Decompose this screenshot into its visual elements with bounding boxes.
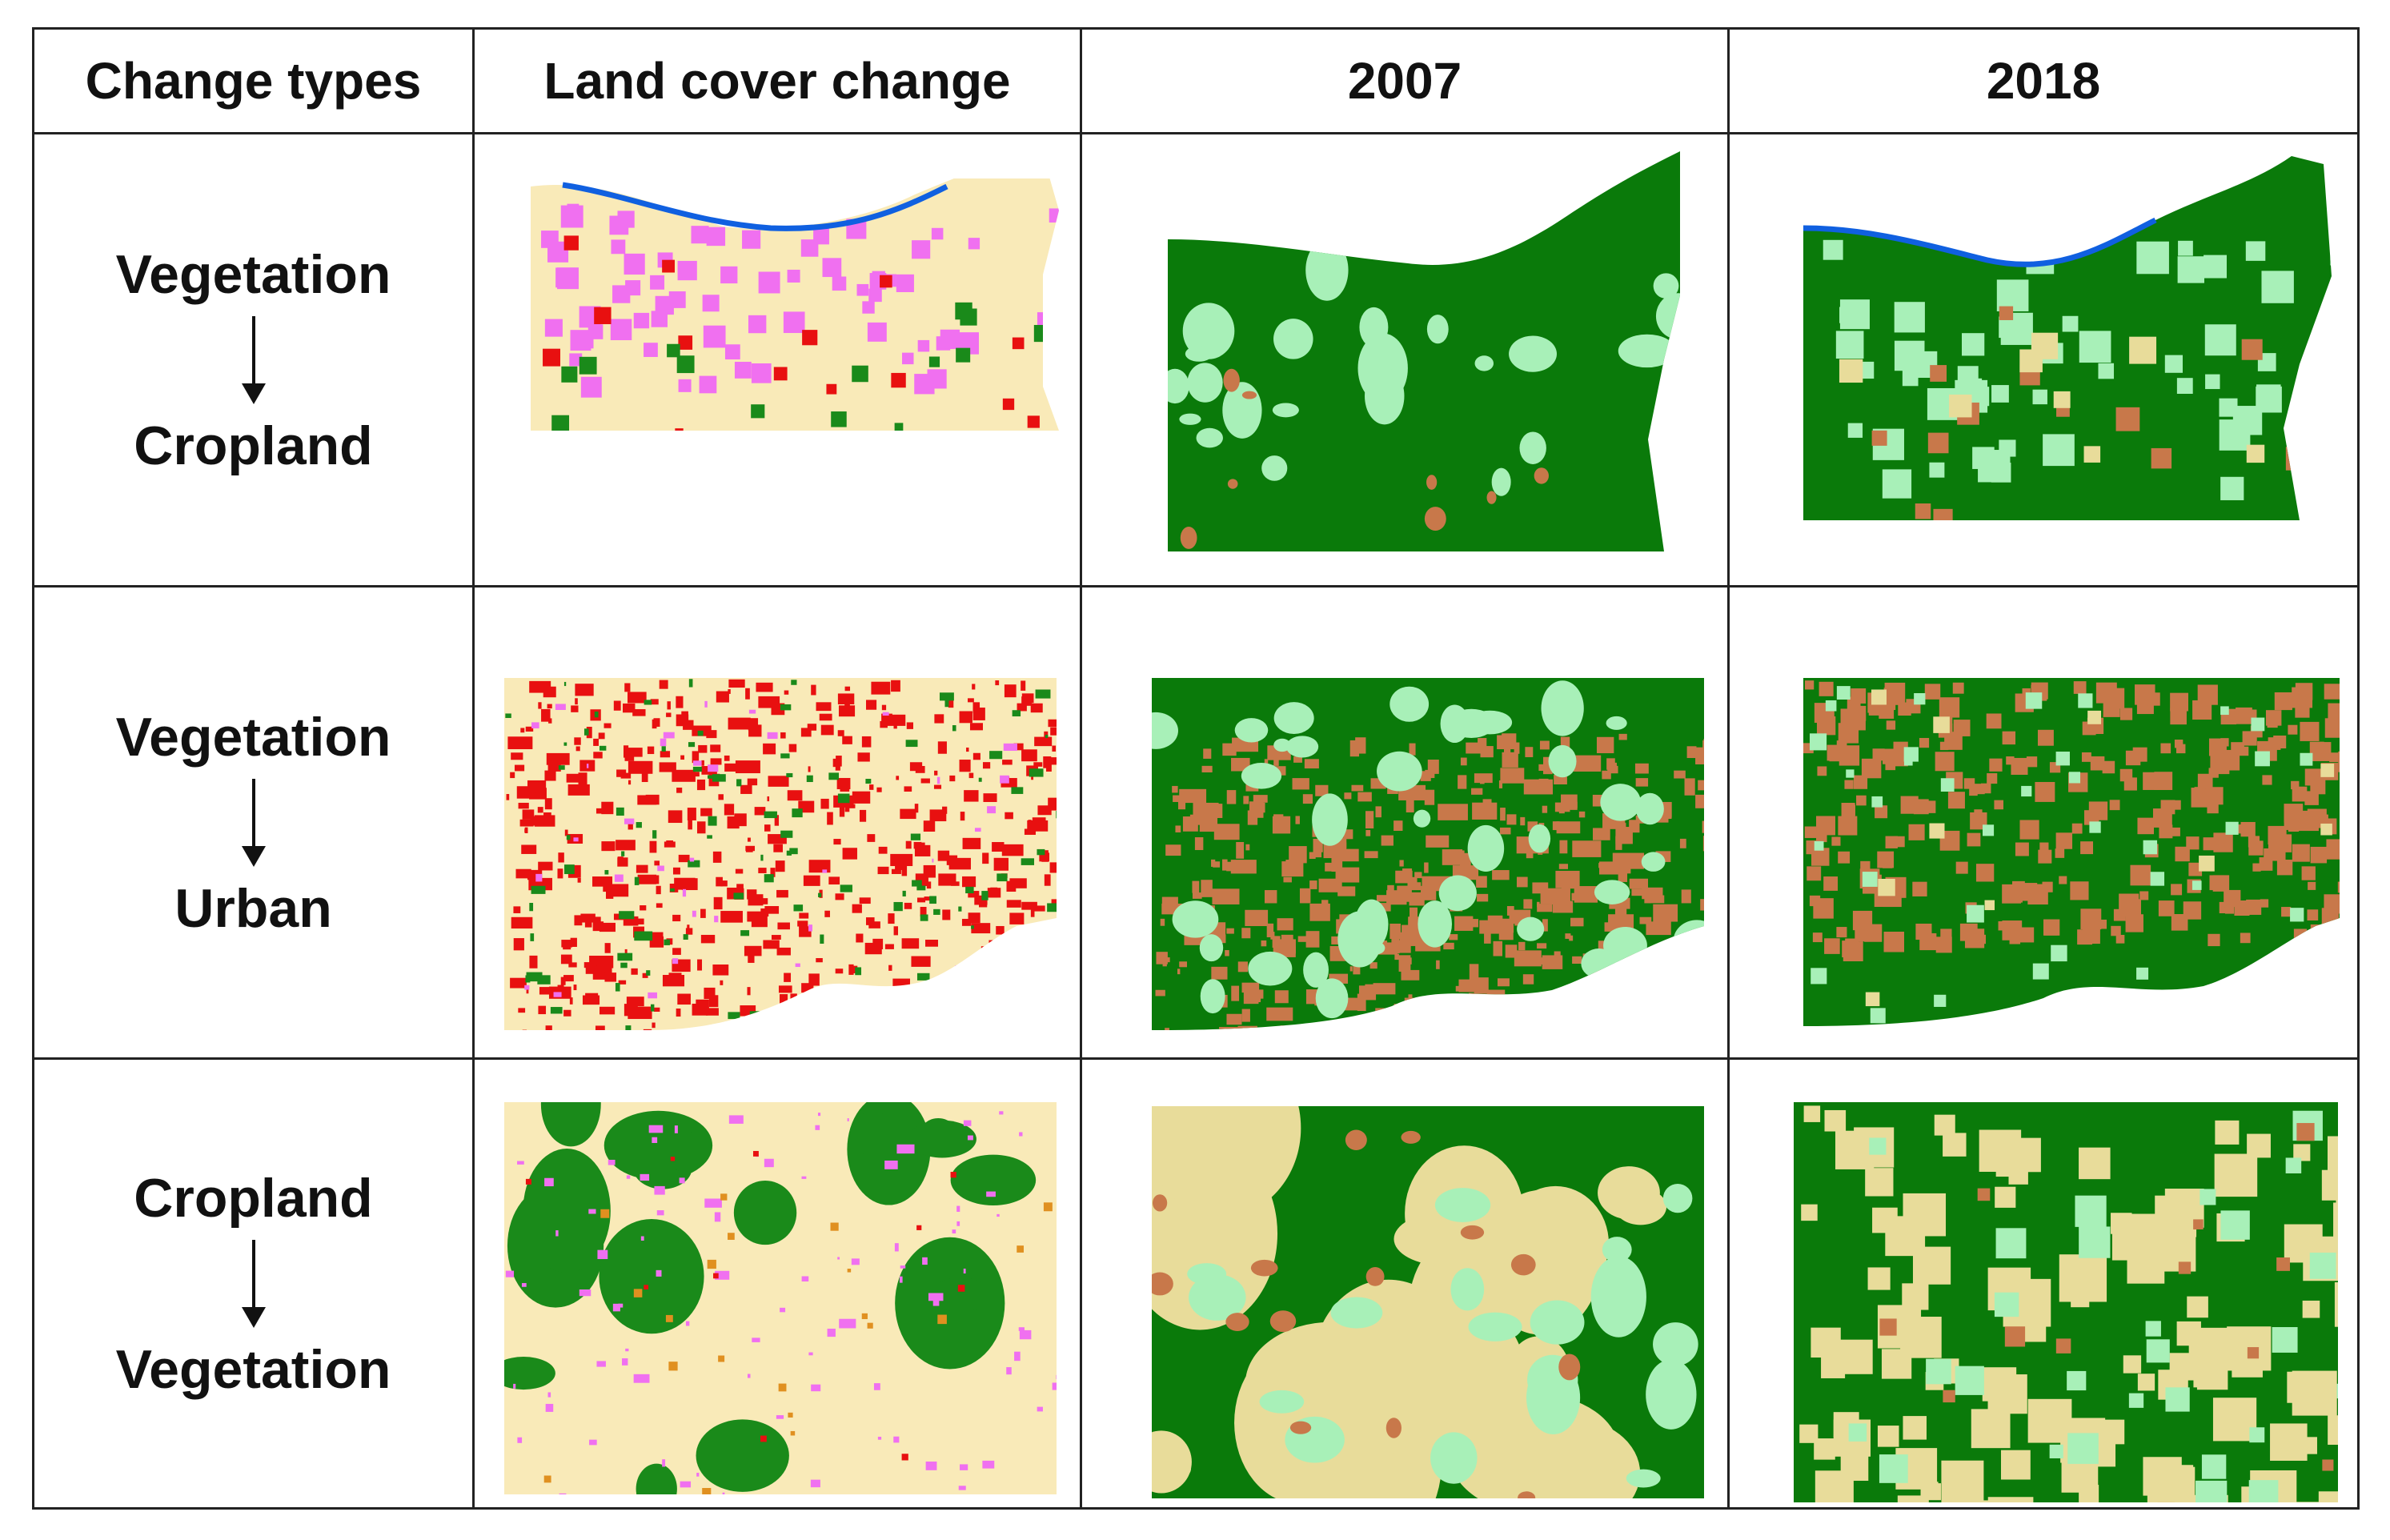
land-cover-table: Change types Land cover change 2007 2018… bbox=[32, 27, 2360, 1510]
map-2007-veg-to-urban bbox=[1152, 678, 1704, 1030]
to-label: Vegetation bbox=[115, 1338, 391, 1400]
from-label: Vegetation bbox=[115, 706, 391, 768]
arrow-down-icon bbox=[241, 778, 266, 867]
change-map-veg-to-urban bbox=[504, 678, 1057, 1030]
row-label-veg-to-crop: Vegetation Cropland bbox=[34, 134, 472, 585]
arrow-down-icon bbox=[241, 1239, 266, 1328]
map-2018-crop-to-veg bbox=[1794, 1102, 2338, 1502]
header-land-cover-change: Land cover change bbox=[543, 52, 1011, 110]
from-label: Vegetation bbox=[115, 243, 391, 305]
header-2007: 2007 bbox=[1347, 52, 1462, 110]
header-change-types: Change types bbox=[85, 52, 422, 110]
header-2018: 2018 bbox=[1986, 52, 2101, 110]
map-2018-veg-to-crop bbox=[1803, 156, 2332, 520]
change-map-veg-to-crop bbox=[531, 178, 1059, 431]
row-divider bbox=[34, 585, 2357, 588]
column-divider bbox=[472, 30, 475, 1507]
map-2018-veg-to-urban bbox=[1803, 678, 2348, 1030]
row-divider bbox=[34, 1057, 2357, 1060]
map-2007-veg-to-crop bbox=[1168, 151, 1680, 551]
from-label: Cropland bbox=[134, 1167, 373, 1229]
to-label: Urban bbox=[174, 877, 332, 939]
column-divider bbox=[1727, 30, 1730, 1507]
change-map-crop-to-veg bbox=[504, 1102, 1057, 1494]
to-label: Cropland bbox=[134, 415, 373, 476]
column-divider bbox=[1080, 30, 1082, 1507]
row-divider bbox=[34, 132, 2357, 134]
arrow-down-icon bbox=[241, 315, 266, 404]
row-label-veg-to-urban: Vegetation Urban bbox=[34, 588, 472, 1057]
row-label-crop-to-veg: Cropland Vegetation bbox=[34, 1060, 472, 1507]
map-2007-crop-to-veg bbox=[1152, 1106, 1704, 1498]
